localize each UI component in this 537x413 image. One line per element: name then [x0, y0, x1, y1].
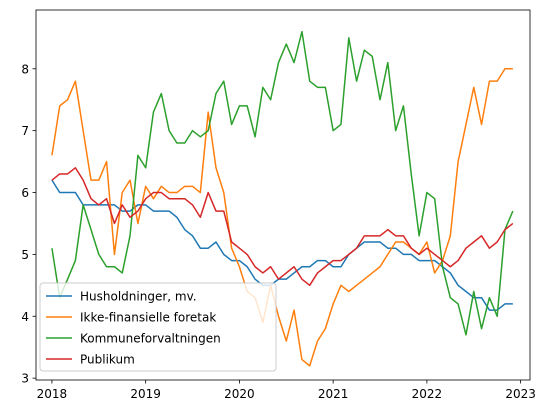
legend-box — [39, 282, 277, 372]
legend: Husholdninger, mv. Ikke-finansielle foret… — [39, 282, 277, 372]
legend-label: Kommuneforvaltningen — [80, 332, 221, 346]
x-tick-label: 2023 — [505, 387, 536, 401]
y-tick-label: 4 — [21, 310, 29, 324]
x-tick-label: 2018 — [37, 387, 68, 401]
series-line-3 — [51, 30, 514, 336]
y-tick-label: 5 — [21, 248, 29, 262]
y-tick-label: 7 — [21, 124, 29, 138]
series-line-2 — [51, 68, 513, 367]
legend-label: Ikke-finansielle foretak — [80, 311, 216, 325]
axes-layer: 2018 2019 2020 2021 2022 2023 3 4 5 6 7 8 — [21, 9, 536, 401]
x-tick-label: 2020 — [224, 387, 255, 401]
x-tick-label: 2022 — [412, 387, 443, 401]
series-line-4 — [51, 167, 514, 287]
x-tick-label: 2019 — [130, 387, 161, 401]
legend-label: Publikum — [80, 353, 135, 367]
legend-label: Husholdninger, mv. — [80, 290, 197, 304]
series-layer — [51, 30, 514, 367]
x-tick-label: 2021 — [318, 387, 349, 401]
y-tick-label: 6 — [21, 186, 29, 200]
y-tick-label: 8 — [21, 62, 29, 76]
series-line-1 — [51, 179, 513, 311]
y-tick-label: 3 — [21, 372, 29, 386]
plot-frame — [35, 9, 531, 381]
